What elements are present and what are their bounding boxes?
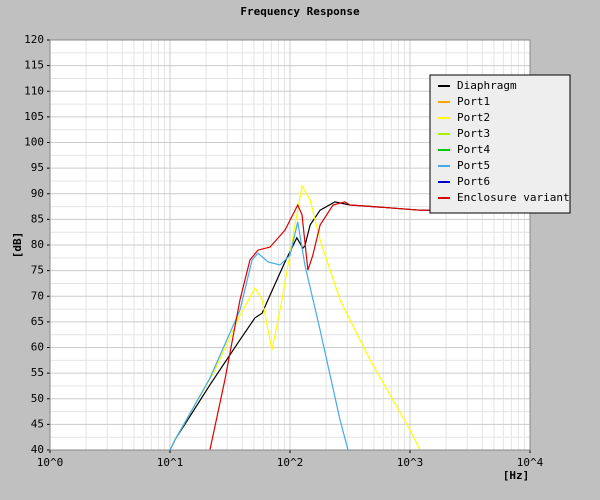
x-tick-label: 10^3 [397,456,424,469]
y-tick-label: 60 [31,341,44,354]
y-tick-label: 95 [31,161,44,174]
legend-label: Port3 [457,127,490,140]
legend-label: Enclosure variant [457,191,570,204]
y-tick-label: 45 [31,417,44,430]
y-tick-label: 70 [31,289,44,302]
y-axis-label: [dB] [11,232,24,259]
x-axis-label: [Hz] [503,469,530,482]
legend-label: Port4 [457,143,490,156]
series-line [169,221,349,450]
axes: 40 45 50 55 60 65 70 75 80 85 90 95 100 105 110 115 120 1… [24,33,543,469]
y-tick-label: 40 [31,443,44,456]
y-tick-label: 85 [31,212,44,225]
plot-border [49,39,531,451]
y-tick-label: 55 [31,366,44,379]
y-tick-label: 65 [31,315,44,328]
y-tick-label: 75 [31,264,44,277]
lines [169,184,470,450]
y-tick-label: 100 [24,136,44,149]
legend-label: Port5 [457,159,490,172]
y-tick-label: 80 [31,238,44,251]
y-tick-label: 120 [24,33,44,46]
x-tick-label: 10^2 [277,456,304,469]
y-tick-label: 90 [31,187,44,200]
legend-label: Port6 [457,175,490,188]
series-line [169,184,421,450]
legend-label: Port1 [457,95,490,108]
x-tick-label: 10^4 [517,456,544,469]
legend-label: Port2 [457,111,490,124]
y-tick-label: 110 [24,84,44,97]
legend-box [429,74,571,214]
legend: Diaphragm Port1 Port2 Port3 Port4 Port5 Port6 E… [429,74,571,214]
series-line [209,201,470,450]
y-tick-label: 50 [31,392,44,405]
y-tick-label: 105 [24,110,44,123]
chart-title: Frequency Response [240,5,360,18]
grid [49,39,531,451]
legend-label: Diaphragm [457,79,517,92]
x-tick-label: 10^0 [37,456,64,469]
x-tick-label: 10^1 [157,456,184,469]
y-tick-label: 115 [24,59,44,72]
